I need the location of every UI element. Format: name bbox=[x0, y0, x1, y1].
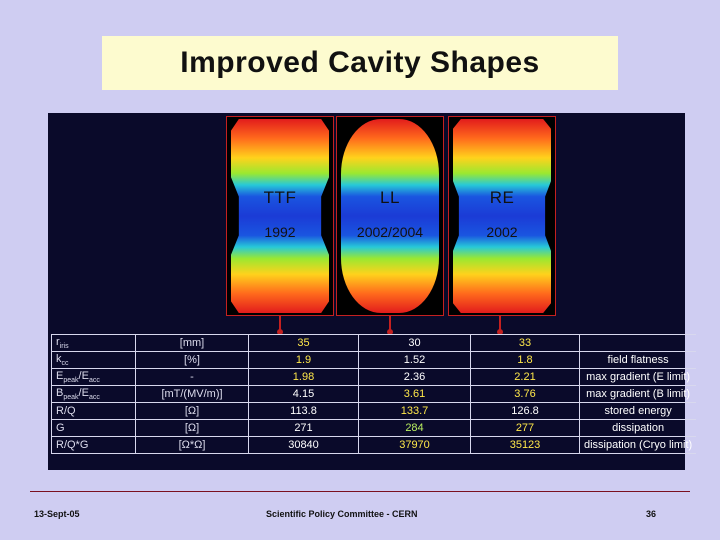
pointer-re bbox=[497, 316, 503, 335]
cavity-ll: LL 2002/2004 bbox=[336, 116, 444, 316]
value-ttf: 1.98 bbox=[248, 368, 359, 386]
param-note: max gradient (B limit) bbox=[579, 385, 697, 403]
value-ttf: 1.9 bbox=[248, 351, 359, 369]
value-ll: 284 bbox=[358, 419, 471, 437]
table-row: R/Q*G [Ω*Ω] 30840 37970 35123 dissipation (Cr… bbox=[51, 436, 697, 454]
value-re: 3.76 bbox=[470, 385, 580, 403]
value-re: 33 bbox=[470, 334, 580, 352]
param-unit: [%] bbox=[135, 351, 249, 369]
cavity-re-field-map bbox=[453, 119, 551, 313]
param-name: Epeak/Eacc bbox=[51, 368, 136, 386]
param-name: G bbox=[51, 419, 136, 437]
footer-divider bbox=[30, 491, 690, 492]
value-ttf: 271 bbox=[248, 419, 359, 437]
pointer-ll bbox=[387, 316, 393, 335]
value-ttf: 35 bbox=[248, 334, 359, 352]
value-ll: 3.61 bbox=[358, 385, 471, 403]
value-re: 35123 bbox=[470, 436, 580, 454]
cavity-re-name: RE bbox=[489, 188, 515, 207]
cavity-ttf-year: 1992 bbox=[264, 224, 296, 240]
param-unit: [mT/(MV/m)] bbox=[135, 385, 249, 403]
pointer-ttf bbox=[277, 316, 283, 335]
value-ll: 37970 bbox=[358, 436, 471, 454]
param-unit: [Ω] bbox=[135, 419, 249, 437]
param-name: R/Q*G bbox=[51, 436, 136, 454]
table-row: kcc [%] 1.9 1.52 1.8 field flatness bbox=[51, 351, 697, 369]
param-unit: [mm] bbox=[135, 334, 249, 352]
param-note: max gradient (E limit) bbox=[579, 368, 697, 386]
cavity-ttf: TTF 1992 bbox=[226, 116, 334, 316]
cavity-ll-year: 2002/2004 bbox=[356, 224, 424, 240]
value-ttf: 4.15 bbox=[248, 385, 359, 403]
cavity-ll-name: LL bbox=[380, 188, 400, 207]
param-note: stored energy bbox=[579, 402, 697, 420]
value-re: 2.21 bbox=[470, 368, 580, 386]
cavity-ttf-field-map bbox=[231, 119, 329, 313]
cavity-ttf-name: TTF bbox=[263, 188, 297, 207]
param-name: R/Q bbox=[51, 402, 136, 420]
cavity-re: RE 2002 bbox=[448, 116, 556, 316]
cavity-re-year: 2002 bbox=[486, 224, 518, 240]
table-row: riris [mm] 35 30 33 bbox=[51, 334, 697, 352]
footer-date: 13-Sept-05 bbox=[34, 509, 80, 519]
param-name: kcc bbox=[51, 351, 136, 369]
param-unit: [Ω*Ω] bbox=[135, 436, 249, 454]
parameters-table: riris [mm] 35 30 33 kcc [%] 1.9 1.52 1.8 field fla… bbox=[51, 334, 697, 454]
table-row: Bpeak/Eacc [mT/(MV/m)] 4.15 3.61 3.76 max gra… bbox=[51, 385, 697, 403]
param-unit: [Ω] bbox=[135, 402, 249, 420]
slide-title: Improved Cavity Shapes bbox=[102, 36, 618, 90]
value-re: 126.8 bbox=[470, 402, 580, 420]
value-ttf: 113.8 bbox=[248, 402, 359, 420]
value-ll: 2.36 bbox=[358, 368, 471, 386]
cavity-shapes: TTF 1992 LL 2002/2004 RE 2002 bbox=[226, 116, 558, 316]
value-ll: 133.7 bbox=[358, 402, 471, 420]
param-unit: - bbox=[135, 368, 249, 386]
value-ll: 30 bbox=[358, 334, 471, 352]
footer-center: Scientific Policy Committee - CERN bbox=[266, 509, 418, 519]
table-row: Epeak/Eacc -1.98 2.36 2.21 max gradient (E l… bbox=[51, 368, 697, 386]
param-note: field flatness bbox=[579, 351, 697, 369]
value-re: 1.8 bbox=[470, 351, 580, 369]
param-name: riris bbox=[51, 334, 136, 352]
value-ll: 1.52 bbox=[358, 351, 471, 369]
param-note: dissipation (Cryo limit) bbox=[579, 436, 697, 454]
cavity-ll-field-map bbox=[341, 119, 439, 313]
value-ttf: 30840 bbox=[248, 436, 359, 454]
table-row: G [Ω] 271 284 277 dissipation bbox=[51, 419, 697, 437]
value-re: 277 bbox=[470, 419, 580, 437]
param-note bbox=[579, 334, 697, 352]
param-note: dissipation bbox=[579, 419, 697, 437]
param-name: Bpeak/Eacc bbox=[51, 385, 136, 403]
footer-page-number: 36 bbox=[646, 509, 657, 519]
table-row: R/Q [Ω] 113.8 133.7 126.8 stored energy bbox=[51, 402, 697, 420]
